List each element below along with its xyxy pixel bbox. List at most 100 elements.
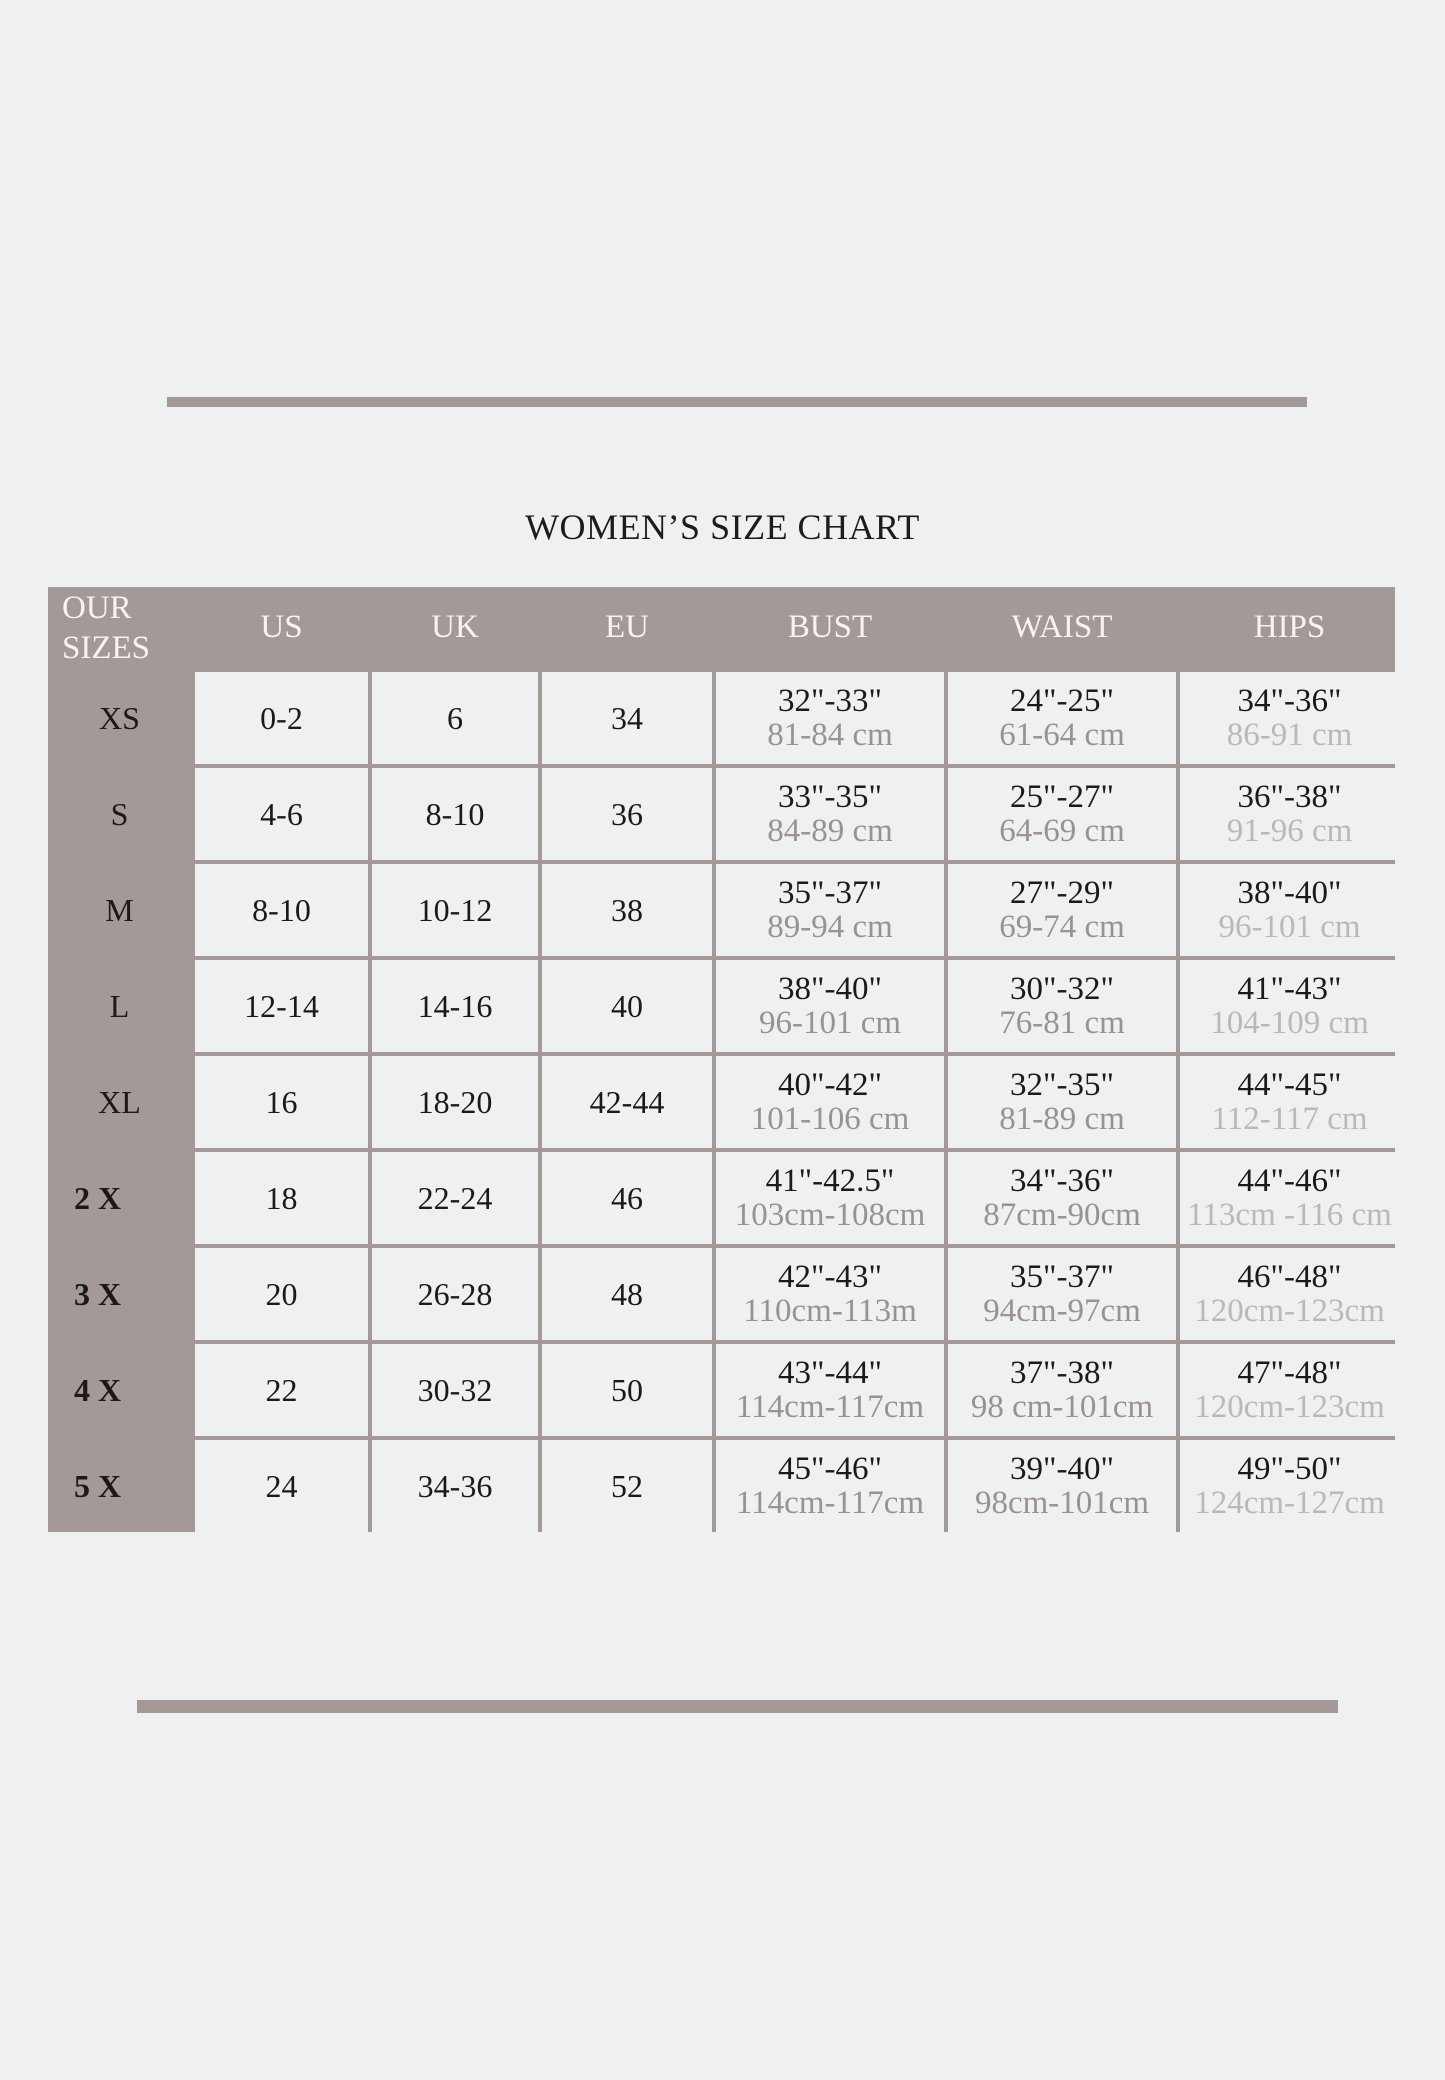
waist-cell: 39"-40" 98cm-101cm bbox=[948, 1440, 1176, 1532]
waist-centimeters: 76-81 cm bbox=[999, 1005, 1125, 1041]
waist-centimeters: 64-69 cm bbox=[999, 813, 1125, 849]
bust-centimeters: 89-94 cm bbox=[767, 909, 893, 945]
uk-cell: 22-24 bbox=[372, 1152, 538, 1244]
hips-inches: 38"-40" bbox=[1237, 875, 1342, 911]
us-cell: 22 bbox=[195, 1344, 368, 1436]
size-label: XS bbox=[48, 672, 191, 764]
bust-inches: 33"-35" bbox=[778, 779, 882, 815]
waist-inches: 34"-36" bbox=[1010, 1163, 1114, 1199]
bust-centimeters: 101-106 cm bbox=[750, 1101, 910, 1137]
hips-centimeters: 112-117 cm bbox=[1211, 1101, 1368, 1137]
bust-inches: 35"-37" bbox=[778, 875, 882, 911]
uk-cell: 8-10 bbox=[372, 768, 538, 860]
eu-cell: 50 bbox=[542, 1344, 712, 1436]
us-cell: 16 bbox=[195, 1056, 368, 1148]
size-label: 5 X bbox=[48, 1440, 191, 1532]
us-cell: 18 bbox=[195, 1152, 368, 1244]
page-title: WOMEN’S SIZE CHART bbox=[525, 507, 920, 547]
bust-cell: 42"-43" 110cm-113m bbox=[716, 1248, 944, 1340]
size-label: S bbox=[48, 768, 191, 860]
bust-cell: 32"-33" 81-84 cm bbox=[716, 672, 944, 764]
hips-cell: 38"-40" 96-101 cm bbox=[1180, 864, 1399, 956]
uk-cell: 18-20 bbox=[372, 1056, 538, 1148]
waist-inches: 25"-27" bbox=[1010, 779, 1114, 815]
hips-centimeters: 120cm-123cm bbox=[1194, 1389, 1385, 1425]
waist-centimeters: 69-74 cm bbox=[999, 909, 1125, 945]
bust-cell: 35"-37" 89-94 cm bbox=[716, 864, 944, 956]
uk-cell: 26-28 bbox=[372, 1248, 538, 1340]
size-label: 3 X bbox=[48, 1248, 191, 1340]
eu-cell: 34 bbox=[542, 672, 712, 764]
waist-inches: 35"-37" bbox=[1010, 1259, 1114, 1295]
size-label: L bbox=[48, 960, 191, 1052]
column-header-uk: UK bbox=[431, 609, 479, 645]
waist-cell: 25"-27" 64-69 cm bbox=[948, 768, 1176, 860]
uk-cell: 34-36 bbox=[372, 1440, 538, 1532]
waist-cell: 24"-25" 61-64 cm bbox=[948, 672, 1176, 764]
column-header-hips: HIPS bbox=[1253, 609, 1326, 645]
waist-cell: 34"-36" 87cm-90cm bbox=[948, 1152, 1176, 1244]
uk-cell: 10-12 bbox=[372, 864, 538, 956]
uk-cell: 14-16 bbox=[372, 960, 538, 1052]
bust-inches: 43"-44" bbox=[778, 1355, 882, 1391]
hips-inches: 34"-36" bbox=[1237, 683, 1342, 719]
eu-cell: 48 bbox=[542, 1248, 712, 1340]
size-label: M bbox=[48, 864, 191, 956]
bottom-divider bbox=[137, 1700, 1338, 1713]
waist-centimeters: 98cm-101cm bbox=[974, 1485, 1150, 1521]
waist-centimeters: 98 cm-101cm bbox=[970, 1389, 1154, 1425]
hips-centimeters: 104-109 cm bbox=[1210, 1005, 1369, 1041]
us-cell: 0-2 bbox=[195, 672, 368, 764]
column-header-us: US bbox=[260, 609, 303, 645]
hips-inches: 47"-48" bbox=[1237, 1355, 1342, 1391]
hips-cell: 44"-45" 112-117 cm bbox=[1180, 1056, 1399, 1148]
hips-centimeters: 96-101 cm bbox=[1218, 909, 1361, 945]
hips-cell: 34"-36" 86-91 cm bbox=[1180, 672, 1399, 764]
bust-centimeters: 110cm-113m bbox=[743, 1293, 917, 1329]
us-cell: 4-6 bbox=[195, 768, 368, 860]
hips-cell: 46"-48" 120cm-123cm bbox=[1180, 1248, 1399, 1340]
bust-centimeters: 84-89 cm bbox=[767, 813, 893, 849]
size-label: 4 X bbox=[48, 1344, 191, 1436]
bust-cell: 33"-35" 84-89 cm bbox=[716, 768, 944, 860]
hips-cell: 41"-43" 104-109 cm bbox=[1180, 960, 1399, 1052]
hips-cell: 49"-50" 124cm-127cm bbox=[1180, 1440, 1399, 1532]
us-cell: 8-10 bbox=[195, 864, 368, 956]
hips-inches: 36"-38" bbox=[1237, 779, 1342, 815]
waist-inches: 32"-35" bbox=[1010, 1067, 1114, 1103]
hips-cell: 44"-46" 113cm -116 cm bbox=[1180, 1152, 1399, 1244]
hips-inches: 46"-48" bbox=[1237, 1259, 1342, 1295]
column-header-waist: WAIST bbox=[1011, 609, 1113, 645]
waist-cell: 35"-37" 94cm-97cm bbox=[948, 1248, 1176, 1340]
eu-cell: 38 bbox=[542, 864, 712, 956]
size-chart-table: OUR SIZES US UK EU BUST WAIST HIPS XS 0-2 6 34 32"-… bbox=[48, 587, 1399, 1532]
waist-cell: 27"-29" 69-74 cm bbox=[948, 864, 1176, 956]
uk-cell: 30-32 bbox=[372, 1344, 538, 1436]
bust-cell: 40"-42" 101-106 cm bbox=[716, 1056, 944, 1148]
column-header-our-sizes: OUR SIZES bbox=[62, 589, 151, 666]
waist-inches: 37"-38" bbox=[1010, 1355, 1114, 1391]
hips-inches: 41"-43" bbox=[1237, 971, 1342, 1007]
bust-centimeters: 81-84 cm bbox=[767, 717, 893, 753]
waist-inches: 24"-25" bbox=[1010, 683, 1114, 719]
hips-centimeters: 120cm-123cm bbox=[1194, 1293, 1385, 1329]
waist-inches: 39"-40" bbox=[1010, 1451, 1114, 1487]
us-cell: 24 bbox=[195, 1440, 368, 1532]
bust-centimeters: 114cm-117cm bbox=[735, 1485, 925, 1521]
waist-centimeters: 81-89 cm bbox=[999, 1101, 1125, 1137]
waist-inches: 30"-32" bbox=[1010, 971, 1114, 1007]
bust-inches: 41"-42.5" bbox=[765, 1163, 895, 1199]
eu-cell: 40 bbox=[542, 960, 712, 1052]
hips-centimeters: 124cm-127cm bbox=[1194, 1485, 1385, 1521]
eu-cell: 52 bbox=[542, 1440, 712, 1532]
bust-cell: 41"-42.5" 103cm-108cm bbox=[716, 1152, 944, 1244]
waist-cell: 37"-38" 98 cm-101cm bbox=[948, 1344, 1176, 1436]
waist-centimeters: 87cm-90cm bbox=[983, 1197, 1141, 1233]
eu-cell: 46 bbox=[542, 1152, 712, 1244]
hips-inches: 44"-46" bbox=[1237, 1163, 1342, 1199]
bust-centimeters: 103cm-108cm bbox=[734, 1197, 926, 1233]
waist-centimeters: 94cm-97cm bbox=[983, 1293, 1141, 1329]
hips-inches: 49"-50" bbox=[1237, 1451, 1342, 1487]
eu-cell: 36 bbox=[542, 768, 712, 860]
hips-centimeters: 86-91 cm bbox=[1226, 717, 1353, 753]
